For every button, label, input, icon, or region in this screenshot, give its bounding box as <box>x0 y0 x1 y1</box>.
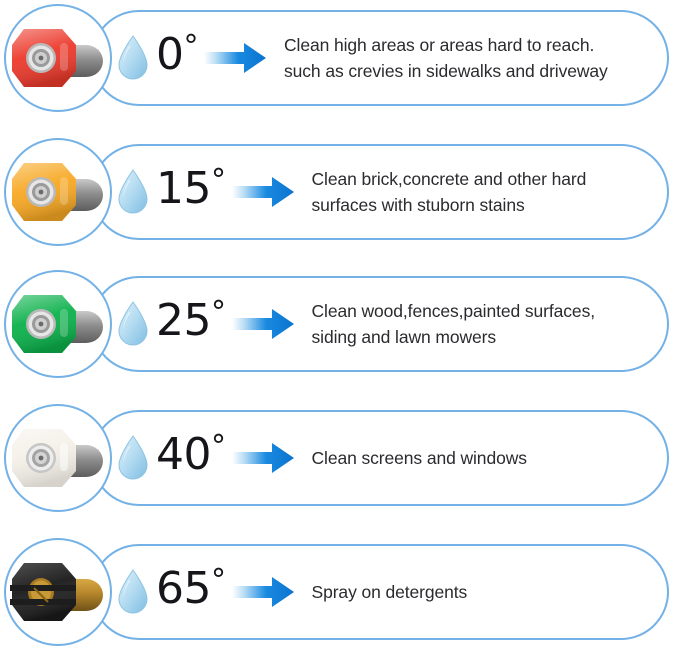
water-droplet-icon <box>118 35 148 80</box>
row-description: Clean high areas or areas hard to reach.… <box>284 32 608 84</box>
desc-line: Clean brick,concrete and other hard <box>311 169 587 189</box>
right-arrow-icon <box>231 443 294 473</box>
nozzle-row: 40° Clean screens and windows <box>0 404 679 516</box>
water-droplet-icon <box>118 435 148 480</box>
nozzle-badge <box>4 270 112 378</box>
nozzle-row: 25° Clean wood,fences,painted surfaces, … <box>0 270 679 382</box>
right-arrow-icon <box>231 177 294 207</box>
nozzle-badge <box>4 404 112 512</box>
spray-angle-label: 65° <box>156 563 226 614</box>
water-droplet-icon <box>118 569 148 614</box>
nozzle-badge <box>4 138 112 246</box>
row-description: Clean wood,fences,painted surfaces, sidi… <box>311 298 596 350</box>
desc-line: Spray on detergents <box>311 582 468 602</box>
water-droplet-icon <box>118 169 148 214</box>
row-description: Spray on detergents <box>312 579 468 605</box>
desc-line: surfaces with stuborn stains <box>311 195 525 215</box>
spray-nozzle-icon <box>12 429 103 487</box>
water-droplet-icon <box>118 301 148 346</box>
nozzle-row: 15° Clean brick,concrete and other hard … <box>0 138 679 250</box>
spray-nozzle-icon <box>12 295 103 353</box>
row-pill-container <box>91 544 669 640</box>
right-arrow-icon <box>204 43 266 73</box>
nozzle-row: 65° Spray on detergents <box>0 538 679 650</box>
nozzle-badge <box>4 538 112 646</box>
spray-angle-label: 0° <box>156 29 198 80</box>
spray-nozzle-icon <box>10 563 103 621</box>
desc-line: siding and lawn mowers <box>311 327 497 347</box>
right-arrow-icon <box>231 577 294 607</box>
desc-line: Clean wood,fences,painted surfaces, <box>311 301 596 321</box>
row-description: Clean screens and windows <box>311 445 528 471</box>
spray-nozzle-icon <box>12 163 103 221</box>
row-content: 15° Clean brick,concrete and other hard … <box>112 144 669 240</box>
row-pill-container <box>91 276 669 372</box>
row-pill-container <box>91 10 669 106</box>
spray-nozzle-icon <box>12 29 103 87</box>
row-pill-container <box>91 410 669 506</box>
right-arrow-icon <box>231 309 294 339</box>
desc-line: such as crevies in sidewalks and drivewa… <box>284 61 608 81</box>
row-content: 40° Clean screens and windows <box>112 410 669 506</box>
nozzle-badge <box>4 4 112 112</box>
desc-line: Clean screens and windows <box>311 448 528 468</box>
row-description: Clean brick,concrete and other hard surf… <box>312 166 587 218</box>
nozzle-row: 0° Clean high areas or areas hard to rea… <box>0 4 679 116</box>
row-content: 25° Clean wood,fences,painted surfaces, … <box>112 276 669 372</box>
row-content: 65° Spray on detergents <box>112 544 669 640</box>
spray-angle-label: 15° <box>156 163 226 214</box>
desc-line: Clean high areas or areas hard to reach. <box>284 35 595 55</box>
row-pill-container <box>91 144 669 240</box>
row-content: 0° Clean high areas or areas hard to rea… <box>112 10 669 106</box>
spray-angle-label: 40° <box>156 429 226 480</box>
spray-angle-label: 25° <box>156 295 226 346</box>
